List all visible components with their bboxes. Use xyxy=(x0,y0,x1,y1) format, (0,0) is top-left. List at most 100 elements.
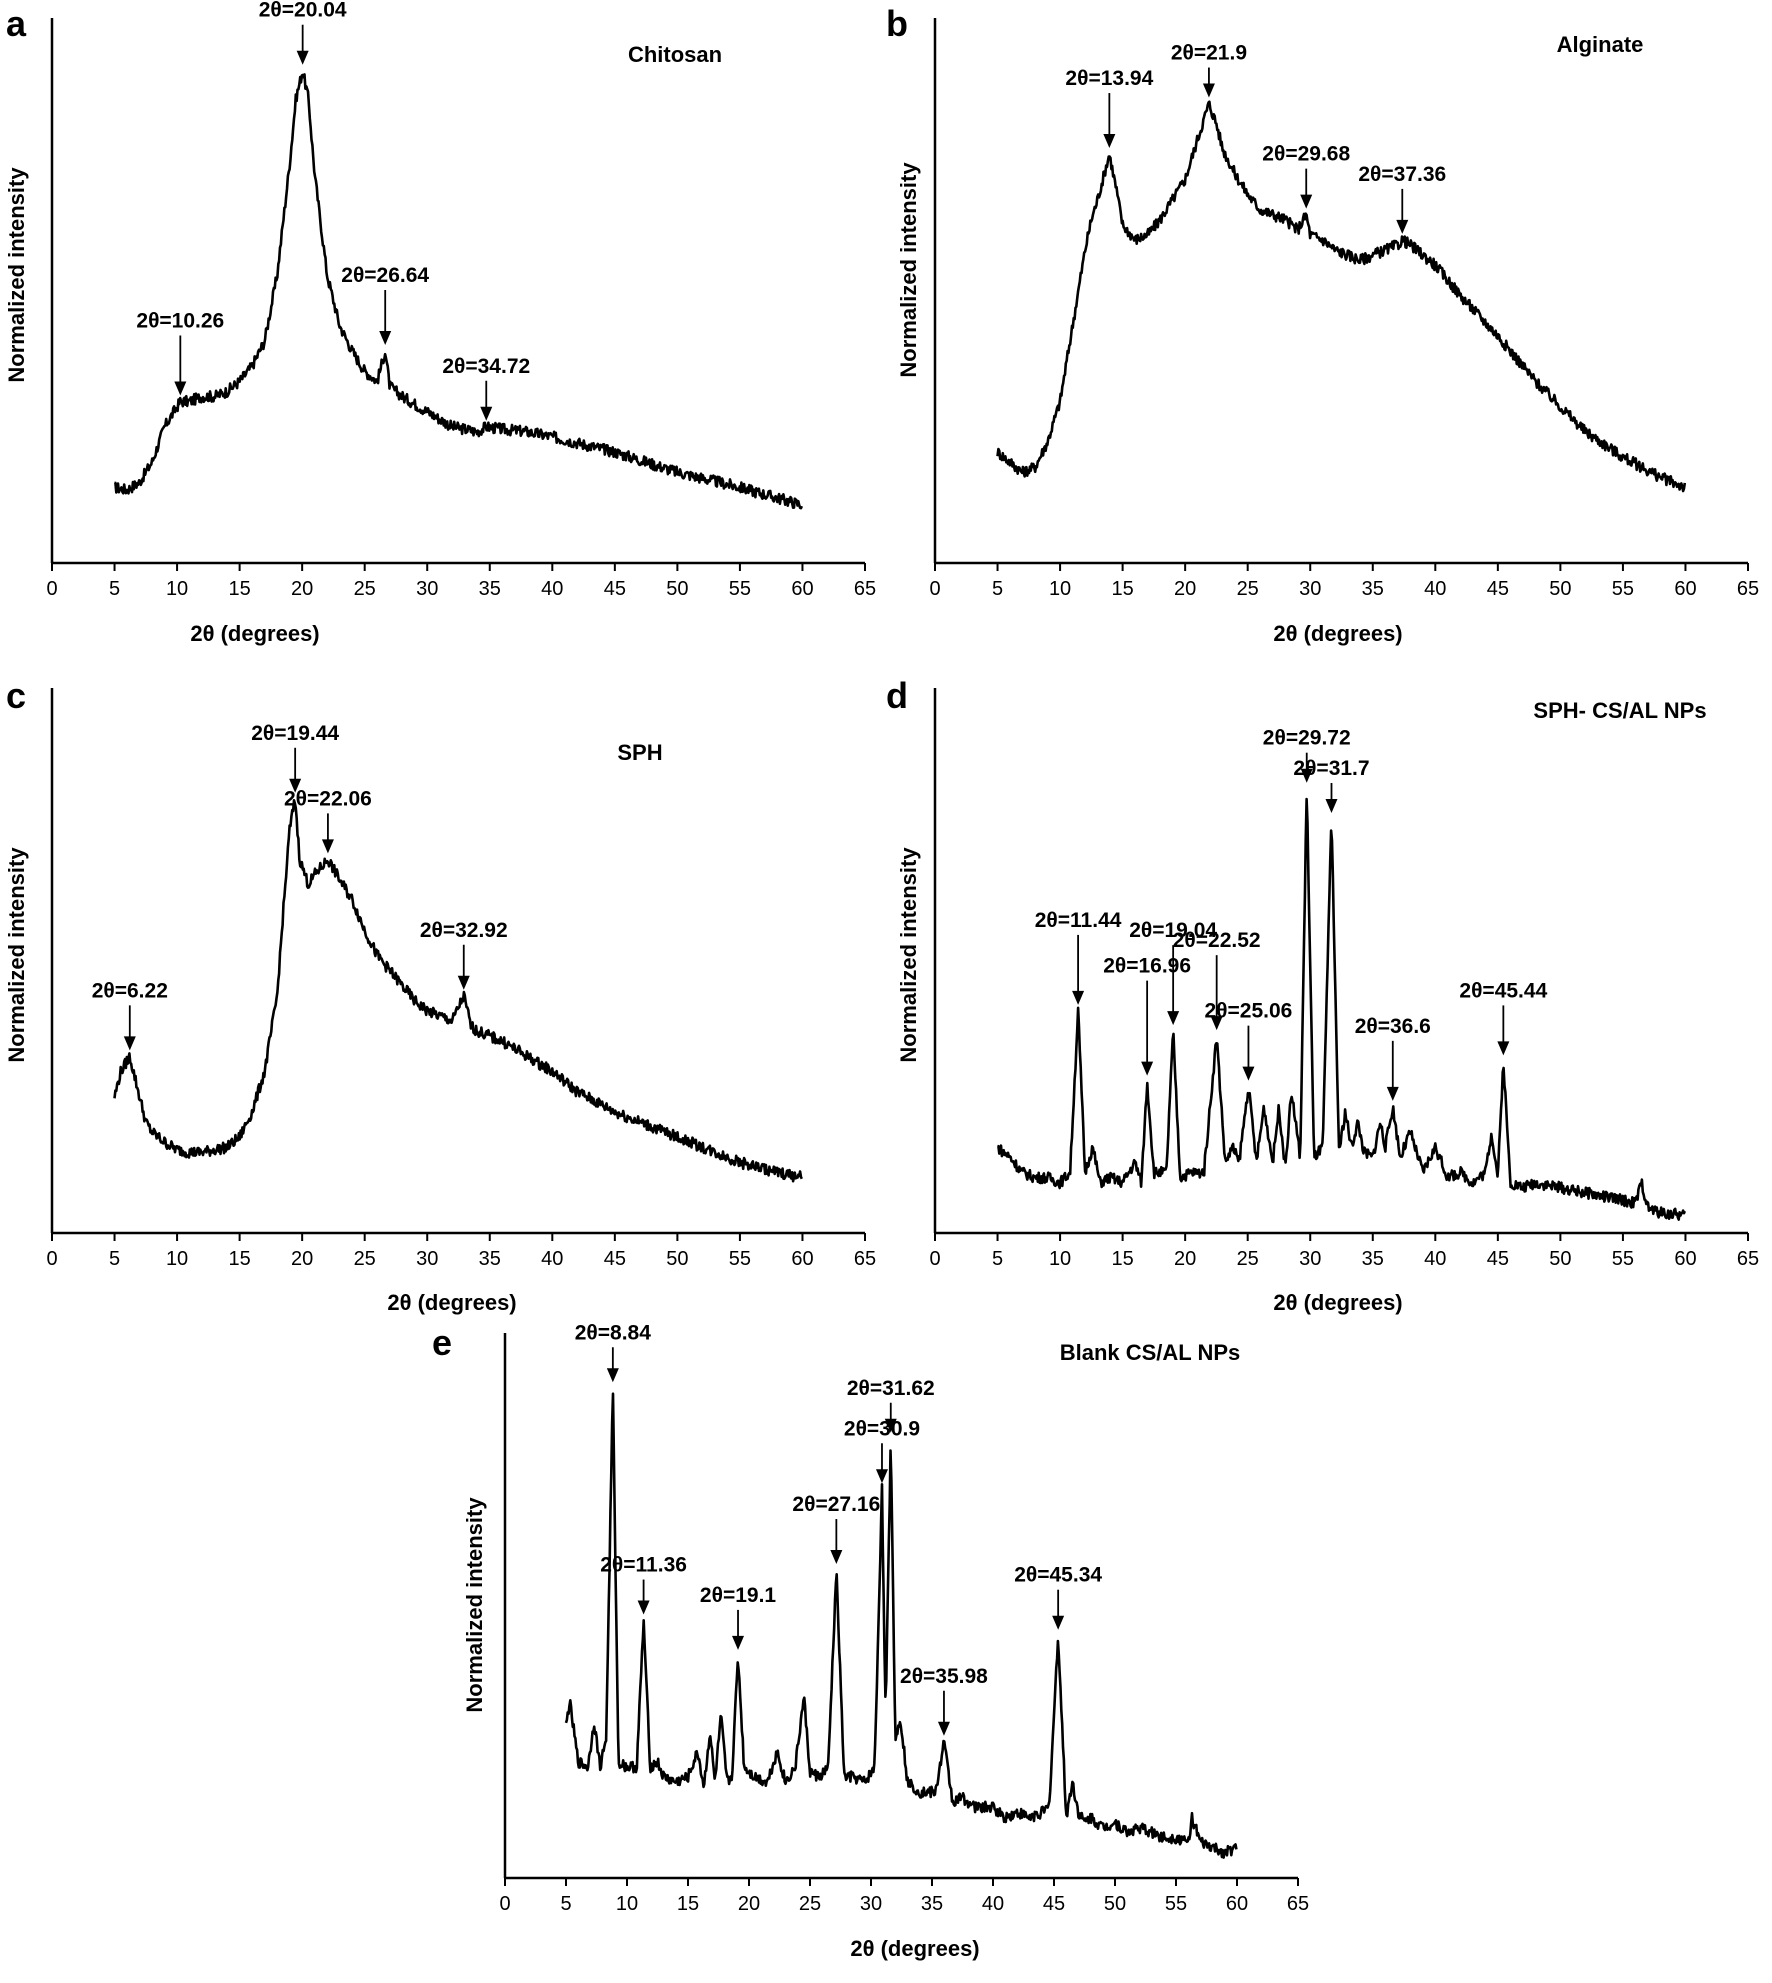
x-tick-label: 50 xyxy=(1549,578,1571,600)
x-tick-label: 25 xyxy=(799,1893,821,1915)
x-tick-label: 65 xyxy=(1287,1893,1309,1915)
peak-label: 2θ=26.64 xyxy=(341,264,429,287)
x-tick-label: 20 xyxy=(1174,1248,1196,1270)
x-tick-label: 55 xyxy=(729,1248,751,1270)
peak-arrow-head xyxy=(1167,1011,1180,1026)
peak-label: 2θ=29.72 xyxy=(1263,727,1351,750)
peak-label: 2θ=11.36 xyxy=(600,1554,687,1577)
peak-arrow-head xyxy=(1141,1061,1154,1076)
peak-arrow-head xyxy=(1072,990,1085,1005)
sample-name: Chitosan xyxy=(628,42,722,67)
peak-label: 2θ=31.62 xyxy=(847,1377,935,1400)
x-tick-label: 0 xyxy=(46,578,57,600)
x-tick-label: 50 xyxy=(666,578,688,600)
peak-arrow-head xyxy=(1325,799,1338,813)
x-tick-label: 15 xyxy=(677,1893,699,1915)
x-tick-label: 30 xyxy=(1299,1248,1321,1270)
x-tick-label: 30 xyxy=(1299,578,1321,600)
xrd-trace xyxy=(114,73,804,510)
x-tick-label: 40 xyxy=(1424,1248,1446,1270)
peak-arrow-head xyxy=(1396,219,1409,234)
peak-arrow-head xyxy=(1202,83,1215,98)
peak-label: 2θ=32.92 xyxy=(420,919,508,942)
x-tick-label: 55 xyxy=(1165,1893,1187,1915)
panel-letter: d xyxy=(886,675,908,716)
peak-label: 2θ=29.68 xyxy=(1262,143,1350,166)
peak-arrow-head xyxy=(174,381,187,396)
peak-label: 2θ=20.04 xyxy=(259,0,347,22)
peak-arrow-head xyxy=(884,1418,897,1433)
peak-label: 2θ=21.9 xyxy=(1171,42,1247,65)
peak-label: 2θ=22.52 xyxy=(1173,929,1261,952)
peak-arrow-head xyxy=(1103,134,1116,149)
x-axis-label: 2θ (degrees) xyxy=(190,621,319,646)
x-axis-label: 2θ (degrees) xyxy=(1273,1290,1402,1315)
x-tick-label: 5 xyxy=(992,1248,1003,1270)
x-tick-label: 45 xyxy=(1487,578,1509,600)
peak-label: 2θ=11.44 xyxy=(1035,909,1122,932)
x-tick-label: 10 xyxy=(1049,1248,1071,1270)
x-tick-label: 50 xyxy=(1104,1893,1126,1915)
y-axis-label: Normalized intensity xyxy=(896,847,921,1063)
x-axis-label: 2θ (degrees) xyxy=(850,1936,979,1961)
peak-arrow-head xyxy=(289,778,302,793)
x-tick-label: 20 xyxy=(291,1248,313,1270)
panel-d: d SPH- CS/AL NPs 0 5 10 15 20 25 30 35 40 45 50 55 60 6… xyxy=(886,675,1759,1315)
peak-arrow-head xyxy=(379,331,392,345)
peak-arrow-head xyxy=(875,1469,888,1484)
y-axis-label: Normalized intensity xyxy=(4,847,29,1063)
x-tick-label: 0 xyxy=(929,1248,940,1270)
x-tick-label: 15 xyxy=(1111,1248,1133,1270)
sample-name: SPH- CS/AL NPs xyxy=(1533,698,1706,723)
peak-label: 2θ=27.16 xyxy=(792,1493,880,1516)
x-tick-label: 60 xyxy=(791,578,813,600)
y-axis-label: Normalized intensity xyxy=(462,1497,487,1713)
x-tick-label: 55 xyxy=(1612,1248,1634,1270)
peak-arrow-head xyxy=(1497,1041,1510,1056)
x-tick-label: 45 xyxy=(604,1248,626,1270)
peak-arrow-head xyxy=(1300,194,1313,209)
x-tick-label: 45 xyxy=(604,578,626,600)
xrd-trace xyxy=(996,100,1687,493)
x-tick-label: 35 xyxy=(1362,578,1384,600)
peak-label: 2θ=45.44 xyxy=(1459,979,1547,1002)
x-tick-label: 35 xyxy=(479,578,501,600)
panel-letter: a xyxy=(6,3,27,44)
peak-label: 2θ=16.96 xyxy=(1103,955,1191,978)
x-tick-label: 45 xyxy=(1043,1893,1065,1915)
peak-arrow-head xyxy=(732,1635,745,1650)
x-tick-label: 50 xyxy=(1549,1248,1571,1270)
peak-arrow-head xyxy=(937,1721,950,1736)
peak-label: 2θ=13.94 xyxy=(1065,67,1153,90)
x-tick-label: 30 xyxy=(860,1893,882,1915)
x-tick-label: 65 xyxy=(854,1248,876,1270)
peak-arrow-head xyxy=(123,1036,136,1051)
sample-name: SPH xyxy=(617,740,662,765)
panel-a: a Chitosan 0 5 10 15 20 25 30 35 40 45 50 55 60 65 2θ (d… xyxy=(4,0,876,646)
panel-letter: c xyxy=(6,675,26,716)
panel-b: b Alginate 0 5 10 15 20 25 30 35 40 45 50 55 60 65 2θ (d… xyxy=(886,3,1759,646)
peak-arrow-head xyxy=(1210,1016,1223,1031)
x-tick-label: 5 xyxy=(109,578,120,600)
peak-arrow-head xyxy=(457,975,470,990)
x-tick-label: 25 xyxy=(1237,1248,1259,1270)
peak-label: 2θ=8.84 xyxy=(575,1321,651,1344)
xrd-trace xyxy=(564,1392,1238,1859)
x-tick-label: 15 xyxy=(1111,578,1133,600)
x-tick-label: 25 xyxy=(354,1248,376,1270)
x-tick-label: 15 xyxy=(228,1248,250,1270)
xrd-trace xyxy=(997,797,1687,1221)
x-tick-label: 0 xyxy=(929,578,940,600)
x-tick-label: 20 xyxy=(1174,578,1196,600)
x-tick-label: 25 xyxy=(1237,578,1259,600)
panel-e: e Blank CS/AL NPs 0 5 10 15 20 25 30 35 40 45 50 55 60… xyxy=(432,1321,1309,1961)
x-tick-label: 35 xyxy=(921,1893,943,1915)
peak-arrow-head xyxy=(637,1600,650,1615)
sample-name: Blank CS/AL NPs xyxy=(1060,1340,1241,1365)
peak-label: 2θ=45.34 xyxy=(1014,1564,1102,1587)
xrd-trace xyxy=(113,798,803,1183)
peak-label: 2θ=36.6 xyxy=(1355,1015,1431,1038)
peak-arrow-head xyxy=(296,50,309,65)
peak-arrow-head xyxy=(1052,1615,1065,1630)
